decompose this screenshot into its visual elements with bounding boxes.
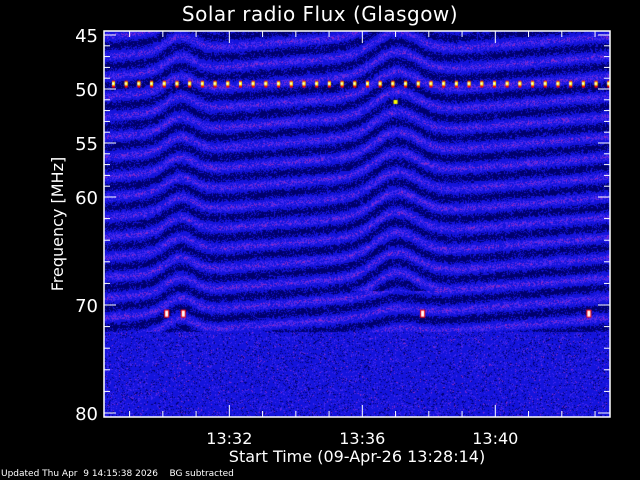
y-axis-label: Frequency [MHz] xyxy=(48,157,67,291)
y-tick-label: 80 xyxy=(75,404,98,425)
footer: Updated Thu Apr 9 14:15:38 2026 BG subtr… xyxy=(1,469,234,479)
bg-note: BG subtracted xyxy=(169,469,234,479)
y-tick-label: 50 xyxy=(75,80,98,101)
y-tick-label: 45 xyxy=(75,26,98,47)
y-tick-label: 70 xyxy=(75,296,98,317)
axes: 13:32 13:36 13:40 45 50 55 60 70 80 Start Time (0… xyxy=(48,26,611,466)
x-axis-label: Start Time (09-Apr-26 13:28:14) xyxy=(229,447,485,466)
x-tick-label: 13:36 xyxy=(339,429,385,448)
plot-frame xyxy=(103,30,611,418)
y-tick-label: 55 xyxy=(75,134,98,155)
chart-title: Solar radio Flux (Glasgow) xyxy=(181,2,459,26)
x-tick-label: 13:40 xyxy=(472,429,518,448)
updated-timestamp: Updated Thu Apr 9 14:15:38 2026 xyxy=(1,469,158,479)
plot-area xyxy=(104,31,610,417)
spectrogram-heatmap xyxy=(104,31,610,417)
y-tick-label: 60 xyxy=(75,188,98,209)
x-tick-label: 13:32 xyxy=(206,429,252,448)
